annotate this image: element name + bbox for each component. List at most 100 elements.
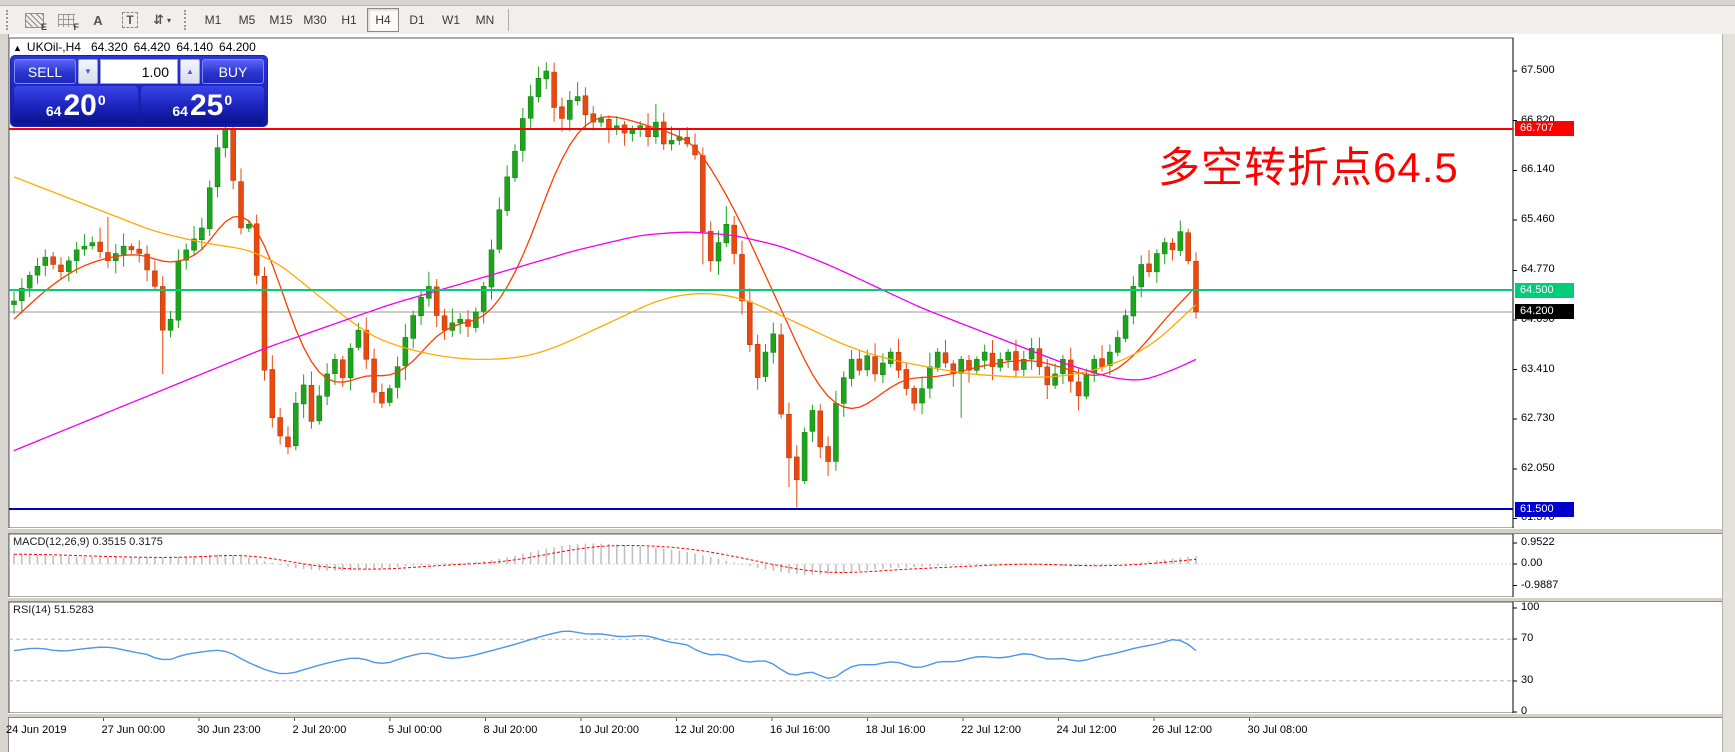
- macd-histogram-bar: [1195, 556, 1197, 564]
- macd-histogram-bar: [662, 548, 665, 564]
- timeframe-button-M1[interactable]: M1: [204, 13, 222, 27]
- indicators-icon[interactable]: E: [19, 8, 49, 32]
- pane-separator-rsi[interactable]: [8, 597, 1735, 602]
- candle-body: [731, 224, 737, 254]
- volume-decrease-button[interactable]: ▼: [78, 59, 98, 84]
- timeframe-button-MN[interactable]: MN: [475, 13, 495, 27]
- macd-histogram-bar: [764, 564, 767, 570]
- macd-tick-label: 0.00: [1521, 557, 1543, 569]
- macd-histogram-bar: [608, 544, 610, 564]
- timeframe-button-M5[interactable]: M5: [238, 13, 256, 27]
- macd-histogram-bar: [952, 564, 955, 566]
- macd-histogram-bar: [1093, 564, 1096, 567]
- macd-histogram-bar: [232, 555, 234, 564]
- macd-histogram-bar: [655, 547, 657, 564]
- sell-price-display[interactable]: 64 20 0: [14, 86, 138, 123]
- buy-button[interactable]: BUY: [202, 59, 264, 84]
- candle-body: [1177, 231, 1184, 251]
- candle-body: [332, 359, 338, 374]
- window-left-edge: [0, 34, 9, 752]
- arrows-objects-icon[interactable]: ⇵ ▾: [153, 12, 171, 27]
- candle-body: [261, 276, 268, 371]
- candle-body: [1052, 373, 1058, 386]
- rsi-pane: [8, 601, 1514, 714]
- grid-icon[interactable]: F: [51, 8, 81, 32]
- macd-histogram-bar: [1148, 561, 1150, 564]
- time-axis-label: 26 Jul 12:00: [1152, 724, 1212, 736]
- text-label-icon[interactable]: A: [93, 12, 103, 28]
- macd-histogram-bar: [1124, 563, 1127, 565]
- volume-increase-button[interactable]: ▲: [180, 59, 200, 84]
- candle-body: [778, 334, 784, 415]
- candle-body: [872, 356, 878, 375]
- toolbar-grip[interactable]: [6, 10, 14, 30]
- candle-body: [668, 140, 675, 145]
- vertical-scrollbar[interactable]: [1722, 34, 1735, 752]
- price-tick-label: 63.410: [1521, 362, 1555, 375]
- macd-histogram-bar: [537, 550, 540, 564]
- macd-histogram-bar: [874, 564, 876, 570]
- candle-body: [1154, 253, 1160, 273]
- macd-histogram-bar: [193, 555, 195, 564]
- candle-body: [1169, 242, 1176, 251]
- timeframes-grip[interactable]: [184, 10, 192, 30]
- candle-body: [919, 388, 925, 404]
- candle-body: [230, 129, 236, 181]
- macd-histogram-bar: [631, 545, 634, 564]
- toolbar-separator: [508, 9, 509, 31]
- timeframe-button-H4[interactable]: H4: [367, 8, 399, 32]
- timeframe-button-M30[interactable]: M30: [303, 13, 327, 27]
- candle-body: [19, 287, 25, 301]
- macd-histogram-bar: [827, 564, 829, 575]
- candle-body: [293, 402, 299, 447]
- macd-histogram-bar: [584, 543, 587, 564]
- candle-body: [527, 96, 534, 119]
- macd-histogram-bar: [741, 564, 743, 565]
- candle-body: [206, 187, 213, 230]
- timeframe-button-M15[interactable]: M15: [269, 13, 293, 27]
- timeframe-button-D1[interactable]: D1: [409, 13, 425, 27]
- macd-histogram-bar: [835, 564, 837, 574]
- macd-histogram-bar: [772, 564, 775, 571]
- candle-body: [238, 181, 244, 229]
- candle-body: [11, 300, 17, 305]
- candle-body: [300, 384, 307, 405]
- candle-body: [700, 155, 706, 232]
- ma-medium-orange[interactable]: [13, 176, 1197, 378]
- buy-price-big: 25: [189, 89, 224, 122]
- macd-histogram-bar: [1022, 563, 1025, 565]
- pane-separator-macd[interactable]: [8, 528, 1735, 534]
- timeframe-button-H1[interactable]: H1: [341, 13, 357, 27]
- pane-separator-timescale[interactable]: [8, 713, 1735, 718]
- macd-histogram-bar: [114, 557, 117, 564]
- ma-fast-red[interactable]: [13, 116, 1197, 410]
- time-axis-label: 16 Jul 16:00: [770, 724, 830, 736]
- candle-body: [981, 351, 988, 361]
- candle-body: [974, 359, 980, 371]
- macd-histogram-bar: [381, 564, 383, 569]
- collapse-arrow-icon[interactable]: ▲: [13, 43, 22, 53]
- candle-body: [1130, 286, 1137, 317]
- candle-body: [214, 147, 221, 188]
- volume-input[interactable]: [100, 59, 178, 84]
- sell-button[interactable]: SELL: [14, 59, 76, 84]
- ma-slow-magenta[interactable]: [13, 231, 1197, 452]
- timeframe-button-W1[interactable]: W1: [442, 13, 460, 27]
- macd-histogram-bar: [694, 553, 696, 564]
- candle-body: [379, 391, 385, 404]
- candle-body: [833, 402, 839, 462]
- candle-body: [285, 436, 291, 448]
- chart-canvas[interactable]: [0, 34, 1735, 752]
- macd-histogram-bar: [999, 563, 1002, 565]
- time-axis-label: 2 Jul 20:00: [292, 724, 347, 736]
- buy-price-display[interactable]: 64 25 0: [140, 86, 264, 123]
- price-badge-64.200: 64.200: [1515, 304, 1574, 320]
- text-box-icon[interactable]: T: [115, 8, 145, 32]
- price-badge-66.707: 66.707: [1515, 121, 1574, 137]
- candle-body: [89, 242, 96, 247]
- candle-body: [645, 126, 651, 137]
- macd-histogram-bar: [161, 557, 164, 564]
- candle-body: [543, 70, 550, 80]
- candle-body: [559, 106, 565, 119]
